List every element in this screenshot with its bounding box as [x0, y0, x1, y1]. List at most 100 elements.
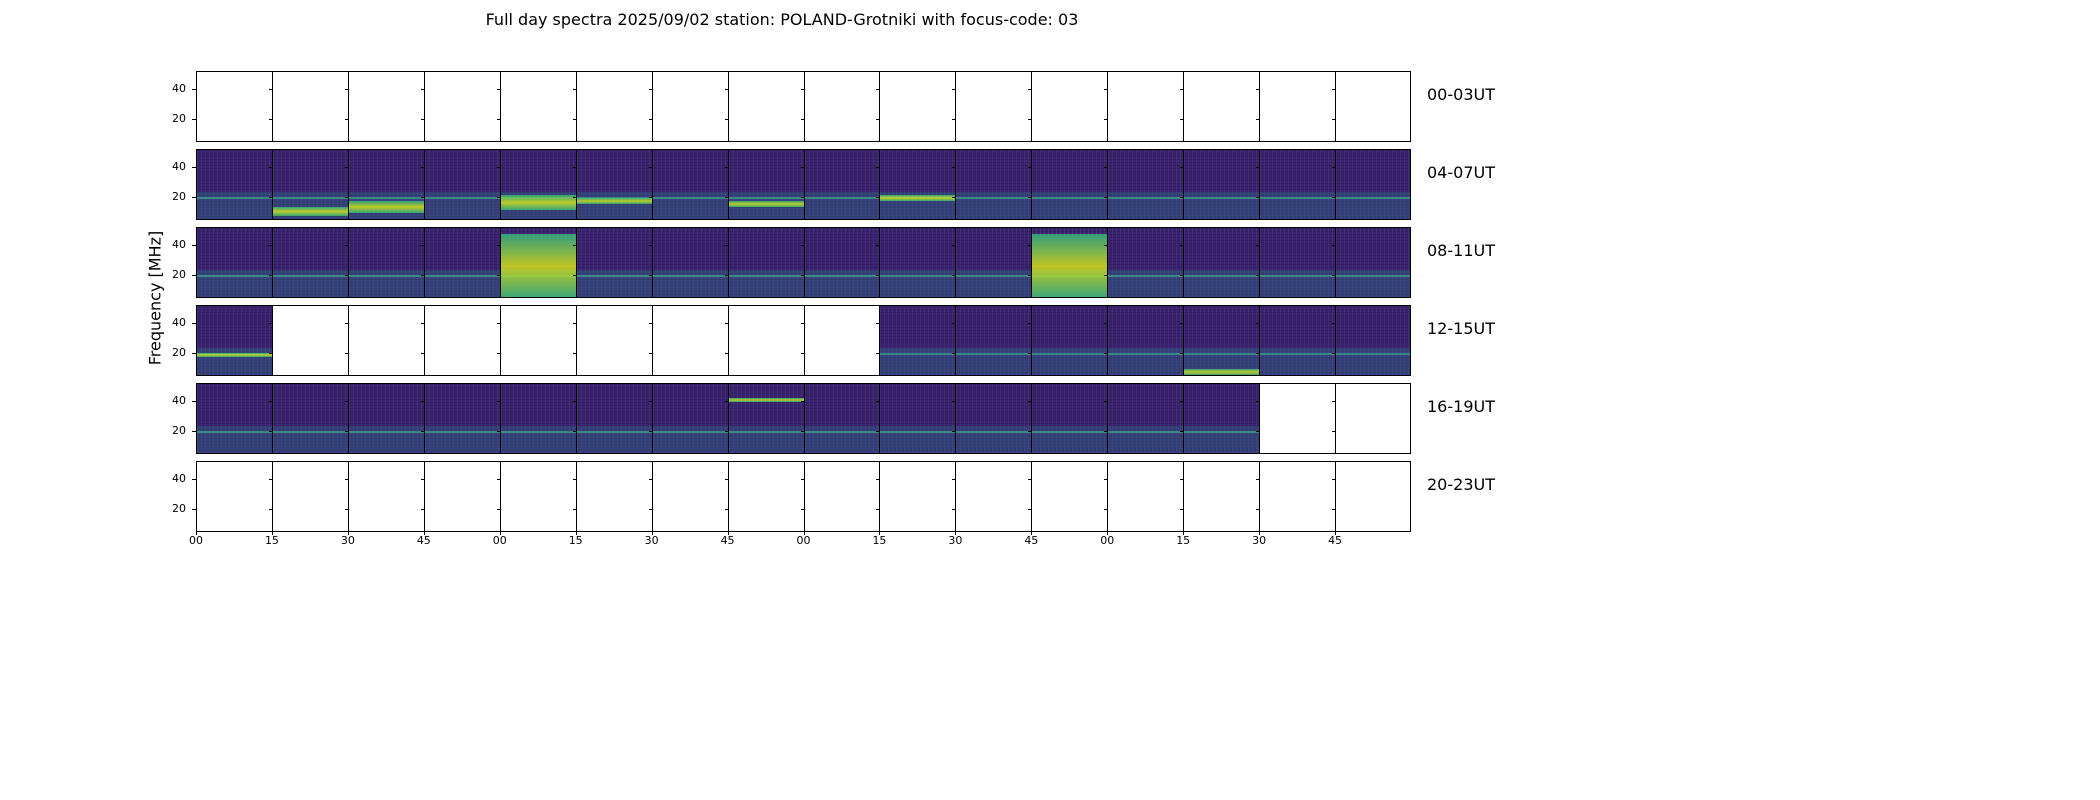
spectrum-panel — [1183, 227, 1261, 298]
spectra-row — [196, 149, 1411, 220]
emission-band — [1260, 192, 1336, 219]
emission-band — [424, 192, 500, 219]
x-tick-mark — [955, 531, 957, 535]
x-tick-mark — [271, 531, 273, 535]
emission-line — [956, 196, 1032, 199]
spectrum-panel — [955, 305, 1033, 376]
empty-spectrum-panel — [347, 71, 425, 142]
panel-tick — [800, 167, 805, 169]
emission-line — [576, 274, 652, 277]
panel-tick — [572, 245, 577, 247]
x-tick-mark — [727, 531, 729, 535]
y-tick-mark — [192, 275, 196, 277]
panel-tick — [1180, 275, 1185, 277]
emission-band — [728, 426, 804, 453]
x-tick-label: 00 — [189, 534, 203, 547]
spectrum-panel — [1335, 227, 1411, 298]
panel-tick — [268, 509, 273, 511]
empty-spectrum-panel — [727, 71, 805, 142]
emission-line — [1336, 352, 1410, 355]
panel-tick — [1028, 197, 1033, 199]
emission-line — [1184, 274, 1260, 277]
panel-tick — [1104, 245, 1109, 247]
x-tick-label: 00 — [492, 534, 507, 547]
emission-line — [728, 430, 804, 433]
emission-line — [1108, 274, 1184, 277]
emission-line — [1260, 274, 1336, 277]
y-tick-label: 20 — [172, 268, 186, 282]
panel-tick — [876, 275, 881, 277]
empty-spectrum-panel — [423, 71, 501, 142]
panel-tick — [724, 479, 729, 481]
bright-emission-band — [1032, 234, 1108, 297]
emission-band — [576, 192, 652, 219]
emission-band — [880, 426, 956, 453]
emission-line — [880, 430, 956, 433]
emission-line — [424, 196, 500, 199]
panel-tick — [344, 353, 349, 355]
spectrum-panel — [196, 149, 273, 220]
panel-tick — [344, 401, 349, 403]
panel-tick — [800, 197, 805, 199]
spectrum-panel — [1107, 383, 1185, 454]
panel-tick — [876, 323, 881, 325]
panel-tick — [1104, 119, 1109, 121]
panel-tick — [952, 323, 957, 325]
panel-tick — [572, 197, 577, 199]
y-tick-mark — [192, 509, 196, 511]
panel-tick — [496, 353, 501, 355]
panel-tick — [268, 479, 273, 481]
panel-tick — [1332, 275, 1337, 277]
panel-tick — [1180, 479, 1185, 481]
panel-tick — [1332, 401, 1337, 403]
x-tick-mark — [575, 531, 577, 535]
panel-tick — [1180, 431, 1185, 433]
empty-spectrum-panel — [271, 71, 349, 142]
emission-line — [880, 352, 956, 355]
bright-emission-band — [880, 195, 956, 202]
y-tick-label: 20 — [172, 424, 186, 438]
x-tick-label: 00 — [1100, 534, 1115, 547]
panel-tick — [1028, 353, 1033, 355]
bright-emission-band — [500, 195, 576, 211]
row-time-label: 00-03UT — [1427, 85, 1495, 104]
emission-line — [652, 430, 728, 433]
emission-line — [272, 196, 348, 199]
emission-band — [880, 348, 956, 375]
empty-spectrum-panel — [727, 461, 805, 532]
x-tick-mark — [1031, 531, 1033, 535]
panel-tick — [876, 401, 881, 403]
empty-spectrum-panel — [575, 305, 653, 376]
panel-tick — [876, 197, 881, 199]
y-tick-label: 20 — [172, 190, 186, 204]
spectrum-panel — [423, 383, 501, 454]
emission-band — [804, 192, 880, 219]
spectrum-panel — [1107, 227, 1185, 298]
emission-band — [1032, 426, 1108, 453]
panel-tick — [496, 275, 501, 277]
panel-tick — [496, 479, 501, 481]
panel-tick — [724, 353, 729, 355]
panel-tick — [420, 119, 425, 121]
empty-spectrum-panel — [499, 71, 577, 142]
panel-tick — [876, 431, 881, 433]
panel-tick — [1332, 353, 1337, 355]
panel-tick — [800, 353, 805, 355]
emission-line — [1108, 196, 1184, 199]
panel-tick — [268, 245, 273, 247]
spectrum-panel — [347, 149, 425, 220]
panel-tick — [1256, 245, 1261, 247]
panel-tick — [268, 401, 273, 403]
empty-spectrum-panel — [347, 461, 425, 532]
panel-tick — [1180, 401, 1185, 403]
emission-line — [197, 430, 272, 433]
y-tick-label: 40 — [172, 82, 186, 96]
panel-tick — [724, 509, 729, 511]
panel-tick — [1256, 275, 1261, 277]
empty-spectrum-panel — [1259, 383, 1337, 454]
x-tick-label: 45 — [720, 534, 735, 547]
panel-tick — [648, 353, 653, 355]
y-tick-mark — [192, 353, 196, 355]
x-tick-mark — [651, 531, 653, 535]
emission-line — [197, 196, 272, 199]
